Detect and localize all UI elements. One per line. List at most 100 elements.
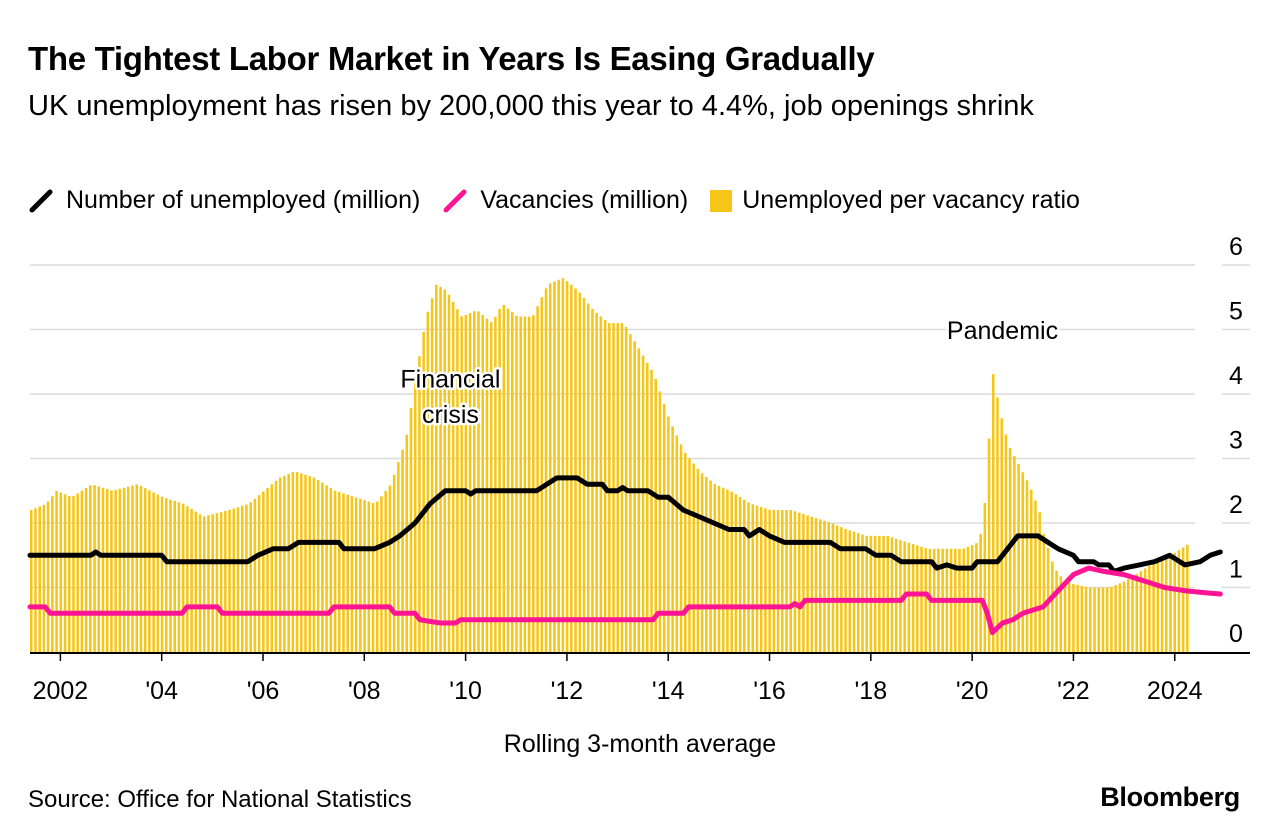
annotation-label: Pandemic [947, 317, 1058, 345]
ratio-bar [333, 490, 337, 652]
ratio-bar [380, 496, 383, 652]
ratio-bar [519, 316, 522, 652]
ratio-bar [835, 525, 839, 652]
ratio-bar [405, 434, 409, 652]
ratio-bar [477, 311, 480, 652]
ratio-bar [169, 499, 172, 652]
ratio-bar [1008, 448, 1012, 652]
ratio-bar [245, 504, 248, 652]
ratio-bar [270, 484, 274, 652]
ratio-bar [447, 294, 451, 652]
ratio-bar [544, 288, 548, 652]
ratio-bar [67, 496, 71, 652]
ratio-bar [536, 306, 539, 652]
ratio-bar [806, 515, 809, 652]
ratio-bar [721, 487, 725, 652]
legend-item-unemployed: Number of unemployed (million) [28, 186, 420, 215]
ratio-bar [975, 543, 978, 652]
ratio-bar [1101, 587, 1105, 652]
ratio-bar [76, 493, 79, 652]
ratio-bar [295, 472, 299, 652]
ratio-bar [38, 506, 41, 652]
ratio-bar [186, 506, 189, 652]
ratio-bar [667, 416, 670, 652]
annotation-label: Financial [400, 366, 500, 394]
ratio-bar [1148, 565, 1151, 652]
legend-label-vacancies: Vacancies (million) [480, 186, 689, 214]
legend: Number of unemployed (million) Vacancies… [28, 186, 1102, 215]
ratio-bar [291, 472, 295, 652]
ratio-bar [527, 316, 531, 652]
ratio-bar [662, 403, 666, 652]
ratio-bar [747, 502, 750, 652]
ratio-bar [177, 502, 181, 652]
legend-swatch-icon-yellow [710, 189, 733, 212]
ratio-bar [709, 480, 712, 652]
ratio-bar [1131, 576, 1134, 652]
ratio-bar [300, 473, 303, 652]
ratio-bar [135, 484, 139, 652]
ratio-bar [34, 508, 37, 652]
ratio-bar [198, 514, 202, 652]
ratio-bar [561, 277, 565, 652]
ratio-bar [865, 535, 868, 652]
x-tick-label: '12 [551, 677, 584, 705]
ratio-bar [641, 355, 645, 652]
ratio-bar [890, 537, 894, 652]
ratio-bar [274, 480, 278, 652]
ratio-bar [46, 501, 50, 652]
ratio-bar [338, 492, 341, 652]
x-tick-label: 2002 [33, 677, 89, 705]
ratio-bar [743, 499, 746, 652]
ratio-bar [612, 323, 615, 652]
ratio-bar [1097, 587, 1101, 652]
ratio-bar [1105, 587, 1109, 652]
ratio-bar [1029, 489, 1033, 652]
ratio-bar [283, 475, 286, 652]
ratio-bar [738, 497, 742, 652]
ratio-bar [211, 514, 214, 652]
ratio-bar [523, 316, 527, 652]
ratio-bar [397, 462, 400, 652]
ratio-bar [359, 498, 362, 652]
ratio-bar [882, 535, 885, 652]
bloomberg-logo: Bloomberg [1100, 782, 1240, 812]
ratio-bar [194, 511, 198, 652]
ratio-bar [1080, 585, 1084, 652]
ratio-bar [557, 279, 560, 652]
ratio-bar [844, 528, 847, 652]
ratio-bar [435, 284, 438, 652]
ratio-bar [321, 482, 324, 652]
ratio-bar [481, 315, 484, 652]
ratio-bar [468, 313, 472, 652]
x-tick-label: '16 [753, 677, 786, 705]
ratio-bar [1186, 544, 1189, 652]
ratio-bar [1173, 552, 1176, 652]
ratio-bar [363, 500, 366, 652]
ratio-bar [131, 485, 134, 652]
y-tick-label: 2 [1229, 491, 1243, 519]
ratio-bar [262, 491, 265, 652]
ratio-bar [696, 468, 700, 652]
ratio-bar [582, 298, 586, 652]
ratio-bar [814, 518, 818, 652]
ratio-bar [759, 507, 763, 652]
ratio-bar [772, 510, 776, 652]
ratio-bar [540, 297, 544, 652]
ratio-bar [63, 494, 67, 652]
x-tick-label: '14 [652, 677, 685, 705]
ratio-bar [574, 288, 577, 652]
ratio-bar [1181, 547, 1185, 652]
ratio-bar [983, 503, 987, 652]
ratio-bar [152, 492, 155, 652]
ratio-bar [443, 289, 447, 652]
ratio-bar [413, 381, 417, 652]
ratio-bar [848, 530, 852, 652]
ratio-bar [1152, 563, 1155, 652]
ratio-bar [498, 308, 501, 652]
ratio-bar [700, 473, 704, 652]
ratio-bar [886, 536, 890, 652]
ratio-bar [127, 486, 130, 652]
ratio-bar [1160, 559, 1164, 652]
